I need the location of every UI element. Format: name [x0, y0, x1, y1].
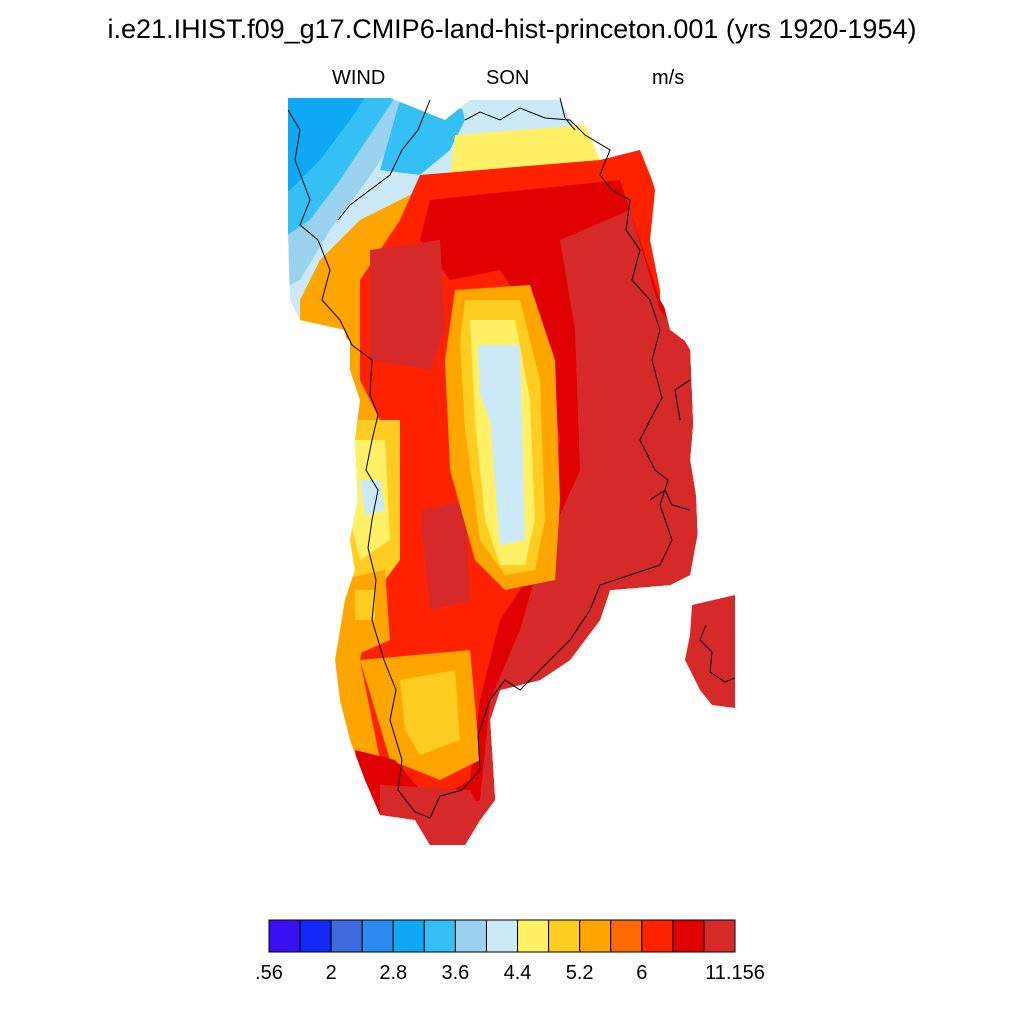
plot-title: i.e21.IHIST.f09_g17.CMIP6-land-hist-prin…	[107, 14, 917, 44]
colorbar-swatch	[548, 919, 581, 953]
colorbar-tick-label: .56	[255, 962, 283, 984]
colorbar-swatch	[423, 919, 456, 953]
colorbar-tick-label: 6	[636, 962, 648, 984]
colorbar-tick-label: 2	[325, 962, 337, 984]
wind-field	[288, 98, 735, 845]
colorbar-swatch	[517, 919, 550, 953]
colorbar-swatch	[485, 919, 519, 953]
units-label: m/s	[652, 67, 685, 89]
colorbar-swatch	[330, 919, 363, 953]
colorbar-swatch	[361, 919, 394, 953]
variable-label: WIND	[332, 67, 386, 89]
colorbar-tick-label: 2.8	[379, 962, 408, 984]
colorbar-swatch	[641, 919, 674, 953]
colorbar-swatch	[579, 919, 612, 953]
colorbar-swatch	[672, 919, 705, 953]
colorbar-swatch	[454, 919, 487, 953]
coastlines	[287, 97, 736, 819]
colorbar-swatch	[703, 919, 736, 953]
colorbar-tick-label: 3.6	[441, 962, 470, 984]
colorbar-swatch	[268, 919, 301, 953]
colorbar-swatch	[392, 919, 425, 953]
colorbar-swatch	[610, 919, 643, 953]
colorbar-tick-label: 11.156	[705, 962, 765, 984]
colorbar-tick-label: 5.2	[565, 962, 594, 984]
colorbar-swatch	[299, 919, 332, 953]
colorbar-tick-label: 4.4	[503, 962, 532, 984]
season-label: SON	[486, 67, 530, 89]
